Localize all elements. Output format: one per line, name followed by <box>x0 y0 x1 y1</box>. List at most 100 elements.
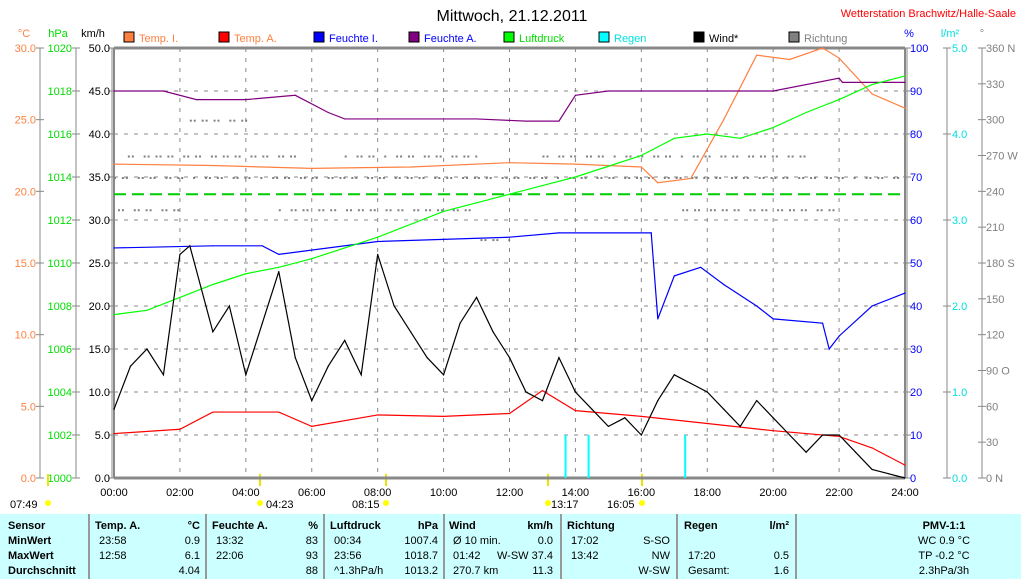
direction-axis-label: 180 S <box>986 258 1015 270</box>
direction-dot <box>214 155 217 158</box>
sunset-icon <box>639 500 645 506</box>
direction-dot <box>877 177 880 179</box>
pmv-header: PMV-1:1 <box>922 520 966 532</box>
direction-dot <box>322 209 325 212</box>
direction-dot <box>663 177 666 179</box>
direction-dot <box>545 177 548 179</box>
wind-time: 270.7 km <box>453 565 499 577</box>
humidity-axis-label: 60 <box>910 215 922 227</box>
direction-dot <box>201 119 204 122</box>
data-point <box>442 415 445 417</box>
direction-dot <box>771 155 774 158</box>
x-tick-label: 22:00 <box>825 487 853 499</box>
pressure-axis-unit: hPa <box>48 28 68 40</box>
x-tick-label: 10:00 <box>430 487 458 499</box>
data-point <box>410 118 412 120</box>
legend-label: Feuchte A. <box>424 33 477 45</box>
direction-dot <box>682 209 685 212</box>
direction-dot <box>625 155 628 158</box>
data-point <box>344 118 346 120</box>
direction-dot <box>306 209 309 212</box>
direction-dot <box>665 155 668 158</box>
direction-dot <box>278 209 281 212</box>
data-point <box>278 271 280 273</box>
wind-axis-label: 40.0 <box>89 129 110 141</box>
direction-dot <box>641 155 644 158</box>
data-point <box>558 232 560 234</box>
wind-axis-label: 15.0 <box>89 344 110 356</box>
data-point <box>739 137 741 139</box>
direction-dot <box>229 119 232 122</box>
direction-dot <box>508 239 511 242</box>
table-divider <box>323 514 325 579</box>
legend-label: Temp. A. <box>234 33 277 45</box>
data-point <box>245 273 247 275</box>
data-point <box>558 120 560 122</box>
data-point <box>871 447 873 449</box>
data-point <box>442 374 445 376</box>
data-point <box>492 331 494 333</box>
direction-dot <box>372 155 375 158</box>
moonrise-icon <box>257 500 263 506</box>
direction-axis-label: 360 N <box>986 43 1015 55</box>
direction-dot <box>640 177 643 179</box>
direction-dot <box>384 155 387 158</box>
chart-title: Mittwoch, 21.12.2011 <box>437 8 588 25</box>
rain-axis-label: 4.0 <box>952 129 967 141</box>
direction-dot <box>597 155 600 158</box>
data-point <box>129 365 132 367</box>
temp-time: 23:58 <box>99 535 127 547</box>
direction-dot <box>629 155 632 158</box>
astro-time-sunrise: 07:49 <box>10 499 38 511</box>
direction-time: 17:02 <box>571 535 599 547</box>
direction-dot <box>721 209 724 212</box>
direction-dot <box>303 177 306 179</box>
row-label: Sensor <box>8 520 46 532</box>
direction-dot <box>775 155 778 158</box>
direction-dot <box>787 155 790 158</box>
humidity-axis-label: 80 <box>910 129 922 141</box>
direction-dot <box>382 177 385 179</box>
direction-dot <box>127 155 130 158</box>
data-point <box>541 400 544 402</box>
temp-axis-label: 25.0 <box>15 115 36 127</box>
direction-dot <box>371 177 374 179</box>
direction-dot <box>438 177 441 179</box>
legend-swatch <box>503 31 515 43</box>
table-divider <box>560 514 562 579</box>
direction-dot <box>187 155 190 158</box>
direction-dot <box>803 155 806 158</box>
direction-dot <box>667 177 670 179</box>
direction-dot <box>715 177 718 179</box>
direction-dot <box>496 239 499 242</box>
humidity-axis-label: 0 <box>910 473 916 485</box>
direction-dot <box>183 155 186 158</box>
data-point <box>838 434 840 436</box>
direction-dot <box>244 177 247 179</box>
direction-dot <box>636 177 639 179</box>
direction-dot <box>173 209 176 212</box>
direction-dot <box>897 177 900 179</box>
direction-dot <box>774 177 777 179</box>
direction-dot <box>837 177 840 179</box>
direction-dot <box>484 239 487 242</box>
data-point <box>311 400 313 402</box>
data-point <box>245 99 247 101</box>
direction-dot <box>137 177 140 179</box>
legend-swatch <box>123 31 135 43</box>
direction-dot <box>114 177 116 179</box>
table-divider <box>676 514 678 579</box>
direction-dot <box>816 209 819 212</box>
data-point <box>113 90 115 92</box>
data-point <box>195 99 197 101</box>
data-point <box>558 357 560 359</box>
wind-time: 01:42 <box>453 550 481 562</box>
temp-axis-label: 0.0 <box>21 473 36 485</box>
astro-time-moon: 13:17 <box>551 499 579 511</box>
direction-dot <box>299 177 302 179</box>
direction-dot <box>546 155 549 158</box>
direction-dot <box>216 177 219 179</box>
data-point <box>789 58 791 61</box>
data-point <box>508 357 511 359</box>
direction-dot <box>730 177 733 179</box>
